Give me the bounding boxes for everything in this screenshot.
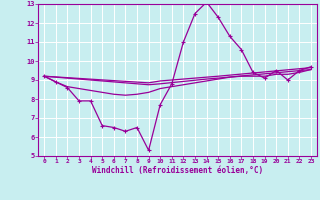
- X-axis label: Windchill (Refroidissement éolien,°C): Windchill (Refroidissement éolien,°C): [92, 166, 263, 175]
